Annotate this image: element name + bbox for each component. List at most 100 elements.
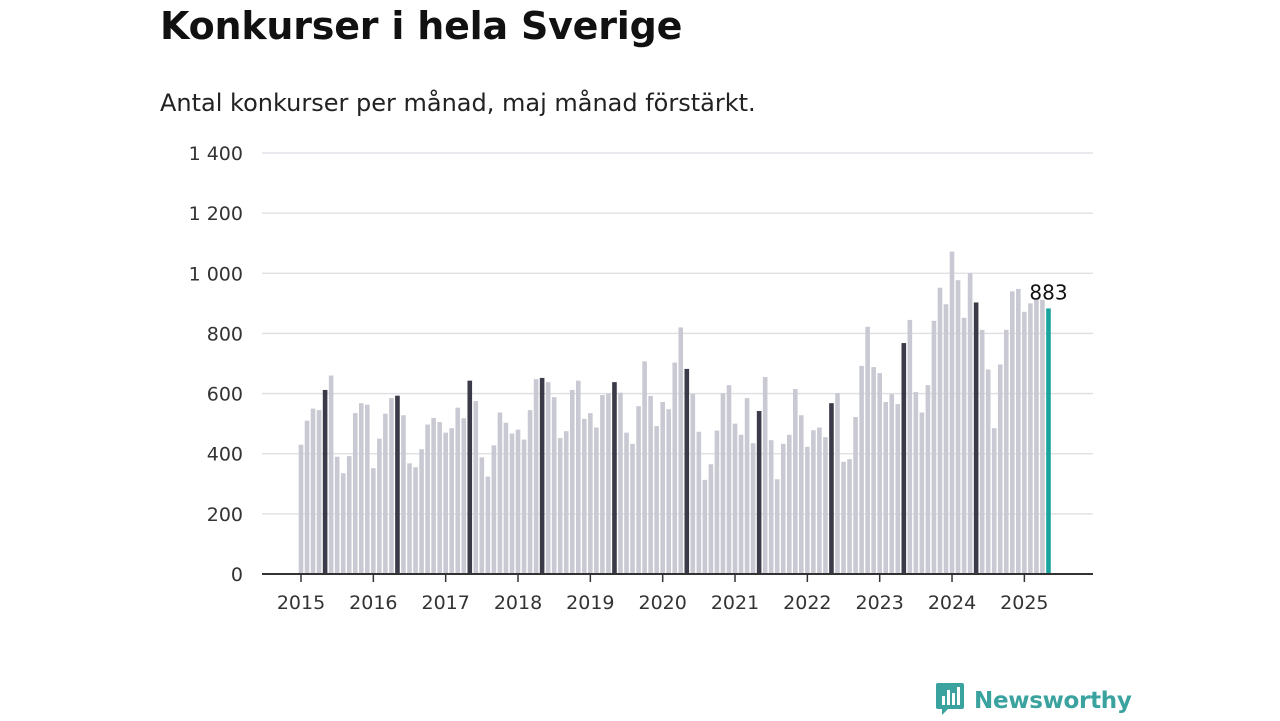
bar	[931, 320, 937, 574]
may-bar	[756, 411, 762, 574]
bar	[744, 398, 750, 574]
bar	[949, 251, 955, 574]
bar	[1003, 329, 1009, 574]
bar	[383, 413, 388, 574]
bar	[575, 380, 581, 574]
bar	[943, 304, 949, 574]
bar	[443, 432, 448, 574]
bar	[298, 444, 304, 574]
bar	[624, 432, 629, 574]
bar	[720, 393, 726, 574]
bar	[407, 463, 412, 574]
gridlines	[262, 152, 1093, 515]
bar	[714, 430, 720, 574]
bar	[937, 287, 943, 574]
bar	[726, 385, 732, 574]
bar	[1034, 298, 1039, 574]
page-title: Konkurser i hela Sverige	[160, 4, 683, 48]
latest-bar	[1046, 308, 1051, 574]
y-axis-labels: 0 200 400 600 800 1 000 1 200 1 400	[189, 143, 243, 586]
bar	[449, 428, 454, 574]
bar	[666, 409, 672, 574]
bar	[618, 392, 623, 574]
may-bar	[684, 368, 690, 574]
bar	[521, 439, 527, 574]
bar	[437, 422, 442, 574]
bar	[334, 456, 340, 574]
y-tick-label: 600	[207, 384, 243, 406]
x-tick-label: 2020	[639, 592, 687, 614]
bar	[551, 397, 557, 574]
bar	[859, 365, 864, 574]
bar	[853, 417, 858, 574]
bar	[883, 401, 889, 574]
bar	[750, 443, 756, 574]
bar	[738, 434, 744, 574]
y-tick-label: 200	[207, 504, 243, 526]
bar	[479, 457, 485, 574]
bar	[340, 473, 346, 574]
bar	[985, 369, 991, 574]
bar	[557, 438, 563, 574]
may-bar	[612, 382, 617, 574]
bar	[1028, 303, 1033, 574]
bar	[907, 319, 913, 574]
bar	[961, 317, 967, 574]
bar	[563, 431, 569, 574]
bar	[919, 412, 925, 574]
bar	[847, 459, 852, 574]
bar	[817, 427, 822, 574]
bar	[1040, 299, 1045, 574]
x-tick-label: 2018	[494, 592, 542, 614]
bar	[991, 428, 997, 574]
bars	[298, 251, 1051, 574]
bar	[774, 479, 780, 574]
bar	[1016, 288, 1021, 574]
x-tick-label: 2025	[1000, 592, 1048, 614]
bar	[841, 461, 846, 574]
bar	[913, 392, 919, 574]
bar	[425, 424, 430, 574]
bar	[811, 430, 816, 574]
bar	[346, 456, 352, 574]
bar	[515, 429, 521, 574]
bar	[805, 446, 810, 574]
bar	[768, 440, 774, 574]
brand-name: Newsworthy	[974, 688, 1132, 714]
bar	[401, 415, 406, 574]
bar	[732, 423, 738, 574]
bar	[473, 401, 479, 574]
x-tick-label: 2023	[856, 592, 904, 614]
bar	[328, 375, 334, 574]
bar	[762, 377, 768, 574]
bar	[377, 438, 382, 574]
newsworthy-logo-icon	[934, 681, 966, 721]
x-tick-label: 2015	[277, 592, 325, 614]
bar	[358, 403, 364, 574]
bar	[793, 389, 798, 574]
bar	[461, 418, 467, 574]
bar	[678, 327, 684, 574]
bar	[503, 422, 509, 574]
bar	[780, 443, 786, 574]
bar	[690, 393, 696, 574]
bar	[413, 467, 418, 574]
bar	[569, 389, 575, 574]
x-tick-label: 2016	[349, 592, 397, 614]
bar	[630, 443, 635, 574]
bar	[497, 412, 503, 574]
bar	[491, 445, 497, 574]
may-bar	[467, 380, 473, 574]
bar	[606, 393, 611, 574]
may-bar	[539, 377, 545, 574]
bar	[1022, 311, 1027, 574]
bar	[823, 437, 828, 574]
bar	[955, 280, 961, 574]
bar	[672, 362, 678, 574]
bar	[979, 329, 985, 574]
bar	[304, 420, 310, 574]
bar	[636, 406, 641, 574]
x-tick-label: 2022	[783, 592, 831, 614]
bar	[865, 326, 870, 574]
